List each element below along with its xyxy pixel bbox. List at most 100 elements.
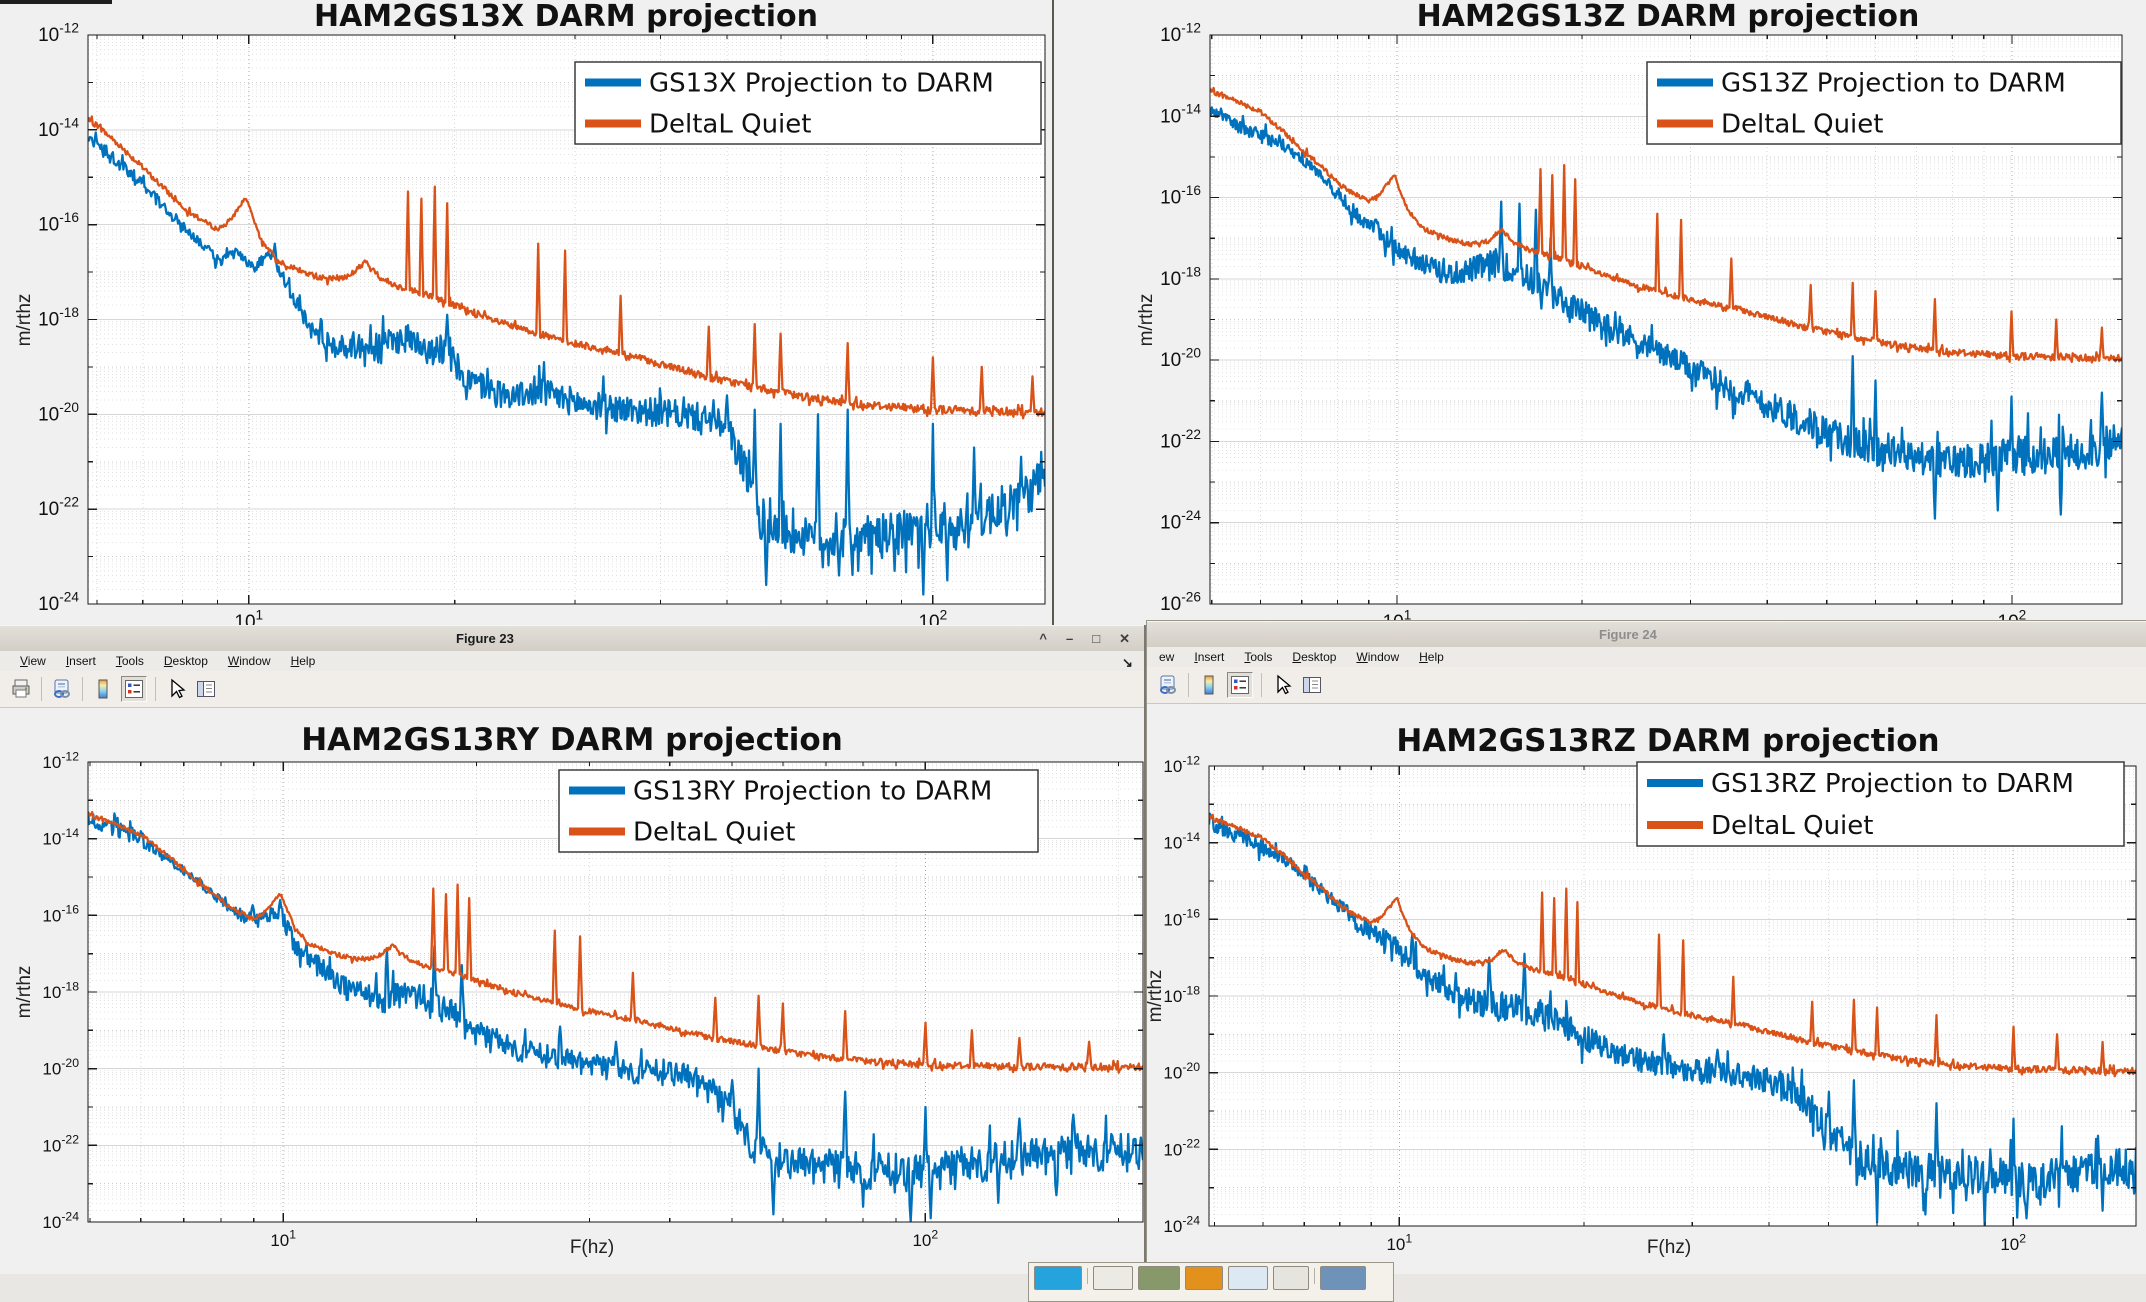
toolbar-separator xyxy=(155,677,156,701)
y-tick-label: 10-14 xyxy=(1160,102,1201,128)
taskbar-app-3[interactable] xyxy=(1138,1266,1180,1290)
y-axis-label: m/rthz xyxy=(14,294,35,347)
x-tick-label: 102 xyxy=(912,1227,938,1250)
menu-item-tools[interactable]: Tools xyxy=(115,654,144,668)
y-tick-label: 10-12 xyxy=(1160,20,1201,46)
menu-item-insert[interactable]: Insert xyxy=(1194,650,1225,664)
plot-title: HAM2GS13RY DARM projection xyxy=(301,722,843,758)
taskbar xyxy=(1028,1262,1394,1302)
legend[interactable]: GS13RZ Projection to DARM DeltaL Quiet xyxy=(1636,761,2125,847)
toolbar-separator xyxy=(1188,673,1189,697)
y-tick-label: 10-26 xyxy=(1160,589,1201,615)
edit-plot-icon[interactable] xyxy=(164,677,188,701)
x-tick-label: 102 xyxy=(918,607,947,625)
plot-title: HAM2GS13RZ DARM projection xyxy=(1396,723,1939,759)
y-tick-label: 10-18 xyxy=(1163,983,1200,1006)
taskbar-app-1[interactable] xyxy=(1034,1266,1082,1290)
menu-item-help[interactable]: Help xyxy=(1419,650,1444,664)
plot-canvas-gs13z: 10-12 10-14 10-16 10-18 10-20 10-22 10-24 10-26… xyxy=(1136,0,2123,625)
figure24-title: Figure 24 xyxy=(1599,627,1657,642)
legend[interactable]: GS13RY Projection to DARM DeltaL Quiet xyxy=(558,769,1039,853)
menu-item-desktop[interactable]: Desktop xyxy=(163,654,208,668)
figure23-title: Figure 23 xyxy=(456,631,514,646)
y-tick-label: 10-12 xyxy=(42,749,79,772)
y-axis-label: m/rthz xyxy=(1136,294,1157,347)
taskbar-app-7[interactable] xyxy=(1320,1266,1366,1290)
taskbar-app-4[interactable] xyxy=(1185,1266,1223,1290)
series-group xyxy=(88,810,1143,1222)
taskbar-app-5[interactable] xyxy=(1228,1266,1268,1290)
x-tick-label: 101 xyxy=(1386,1231,1412,1254)
y-tick-label: 10-20 xyxy=(1160,346,1201,372)
y-tick-label: 10-16 xyxy=(38,210,79,236)
property-editor-icon[interactable] xyxy=(194,677,218,701)
y-tick-label: 10-24 xyxy=(1163,1213,1200,1236)
insert-colorbar-icon[interactable] xyxy=(91,677,115,701)
legend-entry: GS13RY Projection to DARM xyxy=(633,777,992,807)
y-tick-label: 10-24 xyxy=(1160,508,1201,534)
figure23-menubar: View Insert Tools Desktop Window Help xyxy=(0,651,1144,672)
legend-entry: GS13X Projection to DARM xyxy=(649,69,994,99)
figure23-titlebar[interactable]: Figure 23 ^ – □ ✕ xyxy=(0,625,1144,653)
x-tick-label: 101 xyxy=(270,1227,296,1250)
series-line-deltal-quiet xyxy=(88,810,1143,1074)
insert-legend-icon[interactable] xyxy=(1227,672,1253,698)
series-line-deltal-quiet xyxy=(1210,86,2122,364)
menu-item-view[interactable]: View xyxy=(20,654,46,668)
figure24-window: Figure 24 ew Insert Tools Desktop Window Help… xyxy=(1146,620,2146,1274)
y-tick-label: 10-20 xyxy=(1163,1060,1200,1083)
minimize-button[interactable]: – xyxy=(1066,631,1074,646)
taskbar-separator xyxy=(1087,1268,1088,1284)
y-axis-label: m/rthz xyxy=(1147,970,1166,1023)
x-axis-label: F(hz) xyxy=(1647,1237,1691,1258)
series-line-projection xyxy=(1209,812,2136,1226)
plot-canvas-gs13x: 10-12 10-14 10-16 10-18 10-20 10-22 10-24 101 10… xyxy=(14,0,1046,625)
menu-item-insert[interactable]: Insert xyxy=(65,654,96,668)
menu-item-window[interactable]: Window xyxy=(227,654,271,668)
y-axis-label: m/rthz xyxy=(14,966,35,1019)
maximize-button[interactable]: □ xyxy=(1092,631,1101,646)
toolbar-separator xyxy=(82,677,83,701)
print-icon[interactable] xyxy=(9,677,33,701)
figure24-menubar: ew Insert Tools Desktop Window Help xyxy=(1147,647,2146,668)
taskbar-app-6[interactable] xyxy=(1273,1266,1309,1290)
axes-ticks xyxy=(1209,765,2136,1227)
menu-item-help[interactable]: Help xyxy=(290,654,316,668)
menu-item-tools[interactable]: Tools xyxy=(1244,650,1273,664)
axes-ticks xyxy=(88,34,1045,605)
axes-ticks xyxy=(88,761,1143,1223)
toolbar-separator xyxy=(1261,673,1262,697)
menu-item-desktop[interactable]: Desktop xyxy=(1292,650,1337,664)
y-tick-label: 10-22 xyxy=(42,1133,79,1156)
legend-entry: GS13RZ Projection to DARM xyxy=(1711,769,2074,799)
taskbar-separator xyxy=(1314,1268,1315,1284)
edit-plot-icon[interactable] xyxy=(1270,673,1294,697)
toolbar-separator xyxy=(41,677,42,701)
close-button[interactable]: ✕ xyxy=(1119,631,1130,646)
insert-colorbar-icon[interactable] xyxy=(1197,673,1221,697)
shade-button[interactable]: ^ xyxy=(1039,631,1047,646)
figure23-window: Figure 23 ^ – □ ✕ View Insert Tools Desktop Win… xyxy=(0,625,1146,1274)
figure24-toolbar xyxy=(1147,667,2146,704)
link-figure-icon[interactable] xyxy=(50,677,74,701)
legend-entry: DeltaL Quiet xyxy=(1711,811,1873,841)
insert-legend-icon[interactable] xyxy=(121,676,147,702)
series-group xyxy=(1209,812,2136,1226)
x-tick-label: 102 xyxy=(2000,1231,2026,1254)
link-figure-icon[interactable] xyxy=(1156,673,1180,697)
menu-item-ew[interactable]: ew xyxy=(1159,650,1175,664)
series-line-projection xyxy=(1210,106,2122,520)
taskbar-app-2[interactable] xyxy=(1093,1266,1133,1290)
legend[interactable]: GS13X Projection to DARM DeltaL Quiet xyxy=(574,61,1042,145)
series-line-deltal-quiet xyxy=(1209,813,2136,1078)
screen-edge-fragment xyxy=(0,0,112,4)
menu-overflow-arrow-icon[interactable]: ↘ xyxy=(1122,655,1133,670)
x-axis-label: F(hz) xyxy=(570,1237,614,1258)
y-tick-label: 10-16 xyxy=(1163,907,1200,930)
figure24-titlebar[interactable]: Figure 24 xyxy=(1147,621,2146,649)
axes-ticks xyxy=(1210,34,2122,605)
y-tick-label: 10-22 xyxy=(1160,427,1201,453)
menu-item-window[interactable]: Window xyxy=(1356,650,1400,664)
legend[interactable]: GS13Z Projection to DARM DeltaL Quiet xyxy=(1646,61,2122,145)
property-editor-icon[interactable] xyxy=(1300,673,1324,697)
